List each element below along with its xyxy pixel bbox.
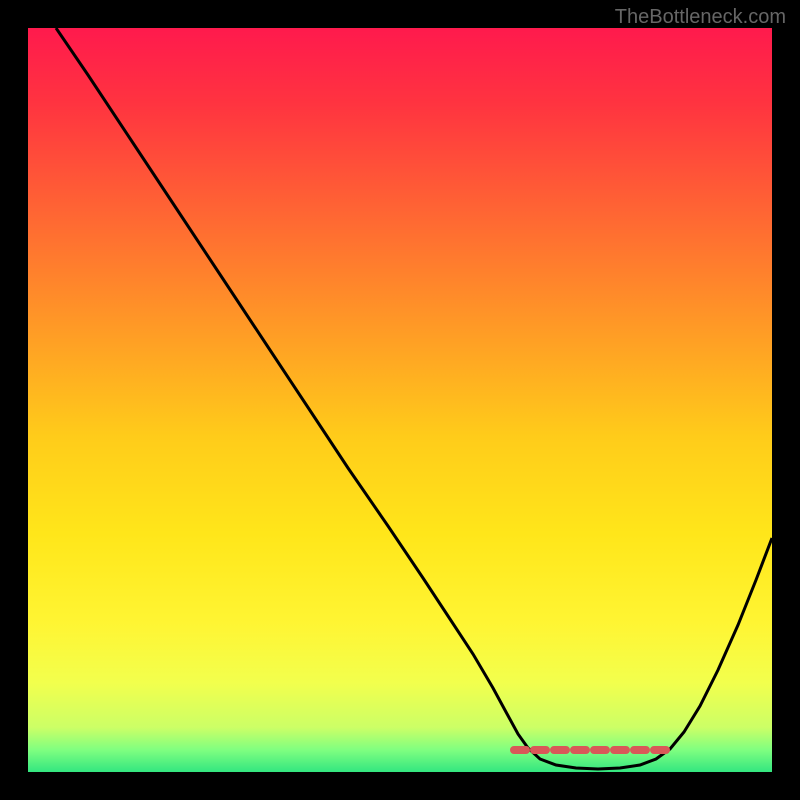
chart-container: TheBottleneck.com (0, 0, 800, 800)
curve-layer (28, 28, 772, 772)
bottleneck-curve (56, 28, 772, 769)
plot-area (28, 28, 772, 772)
watermark-text: TheBottleneck.com (615, 6, 786, 29)
